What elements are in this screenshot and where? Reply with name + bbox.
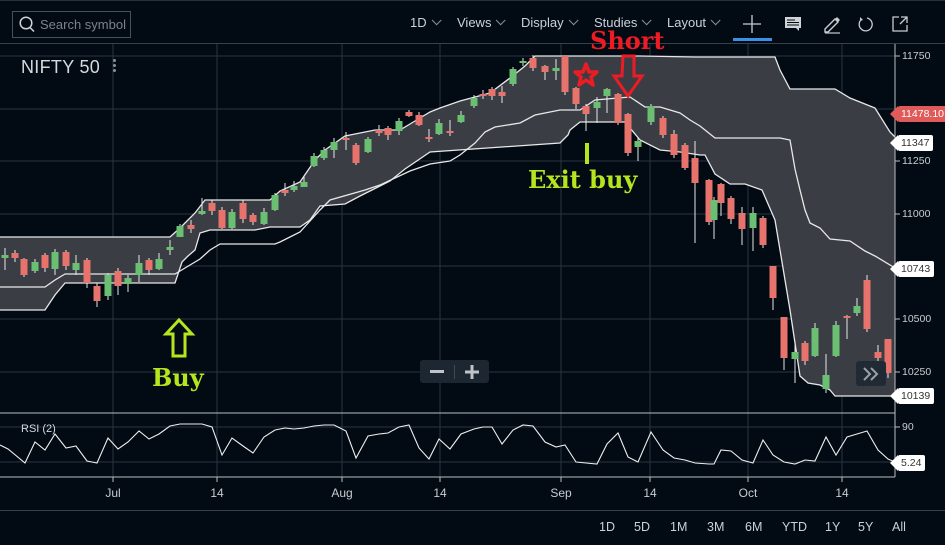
- short-annotation: Short: [590, 26, 665, 55]
- rsi-line: [0, 423, 896, 465]
- rsi-tick-label: 90: [902, 421, 914, 433]
- pencil-icon: [824, 17, 840, 34]
- crosshair-icon: [743, 15, 761, 33]
- active-tool-indicator: [733, 38, 772, 41]
- exit-buy-marker-icon: [585, 143, 589, 164]
- symbol-title: NIFTY 50: [21, 57, 101, 77]
- views-label: Views: [457, 15, 492, 30]
- views-menu[interactable]: Views: [457, 15, 507, 30]
- rsi-value-badge: 5.24: [889, 455, 926, 471]
- middle-band-line: [0, 96, 896, 288]
- search-placeholder: Search symbol: [40, 17, 126, 32]
- symbol-options-button[interactable]: [113, 59, 117, 74]
- x-tick-label: Jul: [105, 486, 121, 500]
- candlesticks: [1, 55, 892, 393]
- x-tick-label: Sep: [550, 486, 572, 500]
- x-tick-label: 14: [433, 486, 447, 500]
- x-tick-label: 14: [210, 486, 224, 500]
- range-3m[interactable]: 3M: [707, 520, 725, 534]
- kebab-dot-icon: [113, 59, 116, 62]
- x-tick-label: Oct: [738, 486, 758, 500]
- interval-dropdown[interactable]: 1D: [410, 15, 442, 30]
- lower-band-badge: 10139: [889, 388, 935, 404]
- range-5y[interactable]: 5Y: [858, 520, 874, 534]
- y-tick-label: 11250: [902, 155, 931, 167]
- reset-button[interactable]: [855, 13, 877, 35]
- x-tick-label: Aug: [331, 486, 353, 500]
- minus-icon: [430, 369, 444, 373]
- zoom-divider: [454, 364, 455, 379]
- y-tick-label: 10500: [902, 313, 932, 325]
- kebab-dot-icon: [113, 64, 116, 67]
- range-1y[interactable]: 1Y: [825, 520, 841, 534]
- range-all[interactable]: All: [892, 520, 906, 534]
- middle-band-badge: 10743: [889, 261, 935, 277]
- comment-icon: [785, 17, 801, 31]
- last-price-badge: 11478.10: [889, 106, 945, 122]
- scroll-to-latest-button[interactable]: [856, 361, 886, 386]
- y-tick-label: 10250: [902, 366, 932, 378]
- lower-band-line: [0, 121, 895, 397]
- exit-buy-annotation: Exit buy: [528, 165, 638, 194]
- upper-band-line: [0, 55, 896, 238]
- comment-button[interactable]: [782, 13, 804, 35]
- zoom-out-button[interactable]: [420, 360, 454, 383]
- upper-band-badge: 11347: [889, 135, 934, 151]
- buy-arrow-icon: [162, 317, 196, 358]
- reset-icon: [858, 17, 873, 32]
- studies-label: Studies: [594, 15, 638, 30]
- range-6m[interactable]: 6M: [745, 520, 763, 534]
- x-tick-label: 14: [835, 486, 849, 500]
- interval-label: 1D: [410, 15, 427, 30]
- draw-button[interactable]: [821, 13, 843, 35]
- y-tick-label: 11750: [902, 50, 931, 62]
- range-ytd[interactable]: YTD: [782, 520, 807, 534]
- popout-button[interactable]: [889, 13, 911, 35]
- search-input[interactable]: Search symbol: [12, 11, 131, 38]
- range-5d[interactable]: 5D: [634, 520, 650, 534]
- range-1m[interactable]: 1M: [670, 520, 688, 534]
- range-1d[interactable]: 1D: [599, 520, 615, 534]
- x-tick-label: 14: [643, 486, 657, 500]
- y-tick-label: 11000: [902, 208, 931, 220]
- y-axis-ticks: [895, 55, 900, 428]
- zoom-in-button[interactable]: [455, 360, 489, 383]
- rsi-study-label[interactable]: RSI (2): [21, 423, 56, 435]
- search-icon: [19, 16, 35, 33]
- kebab-dot-icon: [113, 69, 116, 72]
- display-menu[interactable]: Display: [521, 15, 579, 30]
- double-chevron-right-icon: [863, 366, 879, 381]
- display-label: Display: [521, 15, 564, 30]
- layout-menu[interactable]: Layout: [667, 15, 721, 30]
- range-selector: 1D 5D 1M 3M 6M YTD 1Y 5Y All: [0, 510, 945, 545]
- top-toolbar: Search symbol 1D Views Display Studies L…: [0, 0, 945, 44]
- star-icon: [573, 62, 599, 87]
- crosshair-button[interactable]: [741, 13, 763, 35]
- short-arrow-icon: [611, 54, 645, 99]
- popout-icon: [892, 16, 908, 32]
- zoom-control: [420, 360, 489, 383]
- x-axis-ticks: [112, 477, 843, 482]
- studies-menu[interactable]: Studies: [594, 15, 652, 30]
- buy-annotation: Buy: [152, 363, 204, 392]
- plus-icon: [465, 364, 479, 379]
- layout-label: Layout: [667, 15, 707, 30]
